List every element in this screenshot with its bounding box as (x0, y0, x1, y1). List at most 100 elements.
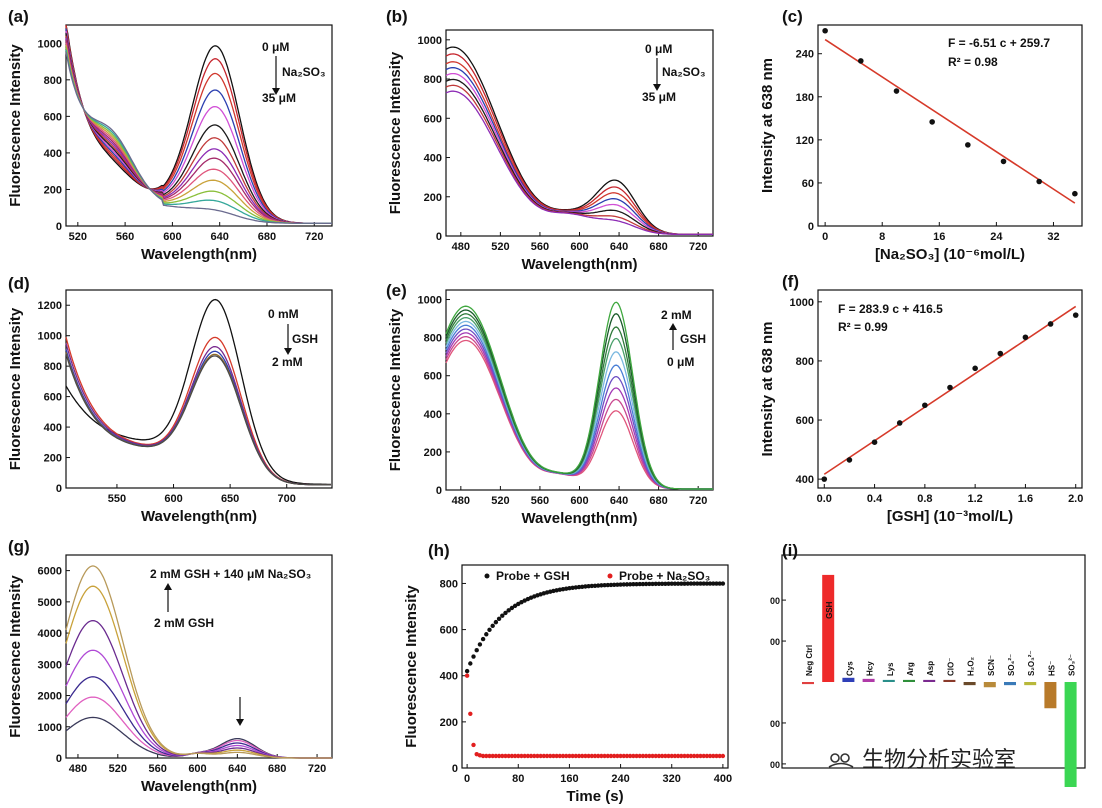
y-tick-label: 0 (436, 485, 442, 497)
x-tick-label: 640 (610, 241, 628, 253)
fit-line (824, 38, 1076, 204)
x-tick-label: 0.8 (917, 493, 932, 505)
bar-category-label: GSH (825, 601, 834, 619)
data-point (965, 142, 971, 148)
y-tick-label: 600 (44, 392, 62, 404)
x-tick-label: 1.6 (1018, 493, 1033, 505)
x-tick-label: 640 (610, 495, 628, 507)
data-point-sulfite (599, 753, 604, 759)
data-point-gsh (653, 581, 658, 587)
x-tick-label: 640 (211, 231, 229, 243)
data-point-gsh (592, 583, 598, 588)
data-point-sulfite (541, 753, 547, 759)
x-tick-label: 0 (464, 773, 470, 785)
data-point-gsh (512, 603, 518, 609)
y-tick-label: 800 (424, 74, 442, 86)
y-tick-label: 00 (770, 596, 780, 606)
data-point-gsh (474, 647, 479, 653)
data-point-gsh (656, 581, 662, 587)
annotation-start: 0 μM (262, 40, 289, 54)
data-point-sulfite (595, 753, 601, 759)
data-point-gsh (576, 584, 582, 590)
x-tick-label: 16 (933, 231, 945, 243)
data-point-gsh (621, 582, 626, 587)
y-tick-label: 800 (44, 75, 62, 87)
data-point-sulfite (525, 753, 531, 759)
bar-category-label: Cys (845, 661, 854, 676)
data-point-gsh (464, 668, 470, 674)
bar (862, 678, 875, 682)
watermark: 生物分析实验室 (826, 742, 1016, 774)
x-tick-label: 1.2 (967, 493, 982, 505)
x-tick-label: 720 (305, 231, 323, 243)
x-tick-label: 80 (512, 773, 524, 785)
y-tick-label: 1000 (418, 295, 442, 307)
bar (822, 574, 835, 682)
data-point-gsh (650, 581, 655, 587)
y-tick-label: 800 (796, 356, 814, 368)
data-point-sulfite (464, 673, 470, 678)
y-tick-label: 800 (44, 361, 62, 373)
y-tick-label: 3000 (38, 659, 62, 671)
data-point-sulfite (643, 753, 649, 759)
x-tick-label: 680 (649, 495, 667, 507)
y-tick-label: 00 (770, 719, 780, 729)
annotation-end: 35 μM (262, 91, 296, 105)
data-point-gsh (707, 581, 713, 586)
x-tick-label: 720 (308, 763, 326, 775)
data-point-sulfite (663, 753, 668, 759)
plot-frame (65, 289, 333, 489)
annotation-arrowhead (669, 323, 677, 330)
x-axis-title: Time (s) (566, 788, 623, 805)
bar (1024, 682, 1037, 686)
data-point-sulfite (560, 753, 566, 759)
plot-frame (65, 554, 333, 759)
data-point-sulfite (704, 753, 710, 759)
y-tick-label: 1000 (38, 722, 62, 734)
x-tick-label: 240 (611, 773, 629, 785)
x-tick-label: 600 (163, 231, 181, 243)
spectrum-curve (65, 619, 332, 759)
panel-g: (g) 480 520 560 600 640 680 720 0 1000 2000 3000 400… (7, 537, 333, 795)
data-point-gsh (573, 585, 579, 590)
data-point-sulfite (522, 753, 527, 759)
spectrum-curve (65, 585, 332, 759)
panel-label: (c) (782, 7, 803, 26)
annotation-analyte: GSH (292, 332, 318, 346)
panel-label: (g) (8, 537, 30, 556)
data-point-sulfite (589, 753, 595, 759)
data-point-gsh (672, 581, 678, 586)
annotation-analyte: Na₂SO₃ (662, 65, 706, 79)
data-point-gsh (477, 642, 483, 647)
x-axis-title: Wavelength(nm) (521, 256, 637, 273)
data-point-sulfite (519, 753, 524, 759)
data-point-sulfite (621, 753, 626, 759)
y-tick-label: 240 (796, 49, 814, 61)
data-point-sulfite (557, 753, 563, 759)
data-point-gsh (704, 581, 710, 586)
spectrum-curve (65, 696, 332, 759)
x-tick-label: 8 (879, 231, 885, 243)
data-point-sulfite (707, 753, 713, 759)
data-point-gsh (490, 623, 495, 629)
data-point-sulfite (685, 753, 690, 759)
bar-category-label: S₂O₃²⁻ (1027, 650, 1036, 676)
panel-d: (d) 550 600 650 700 0 200 400 600 800 1000 1200 Wave… (7, 274, 333, 525)
data-point (871, 439, 878, 445)
data-point-gsh (627, 582, 633, 587)
plot-frame (817, 24, 1083, 227)
data-point-gsh (595, 583, 601, 588)
data-point-sulfite (711, 753, 716, 759)
data-point-gsh (637, 581, 642, 587)
data-point-sulfite (548, 753, 553, 759)
data-point-sulfite (691, 753, 697, 759)
data-point-sulfite (586, 753, 591, 759)
data-point (1036, 178, 1042, 185)
data-point-gsh (720, 581, 726, 586)
x-tick-label: 32 (1047, 231, 1059, 243)
data-point-sulfite (512, 753, 518, 759)
y-tick-label: 60 (802, 178, 814, 190)
data-point-sulfite (611, 753, 617, 759)
data-point-sulfite (509, 753, 515, 759)
data-point-gsh (471, 654, 476, 659)
